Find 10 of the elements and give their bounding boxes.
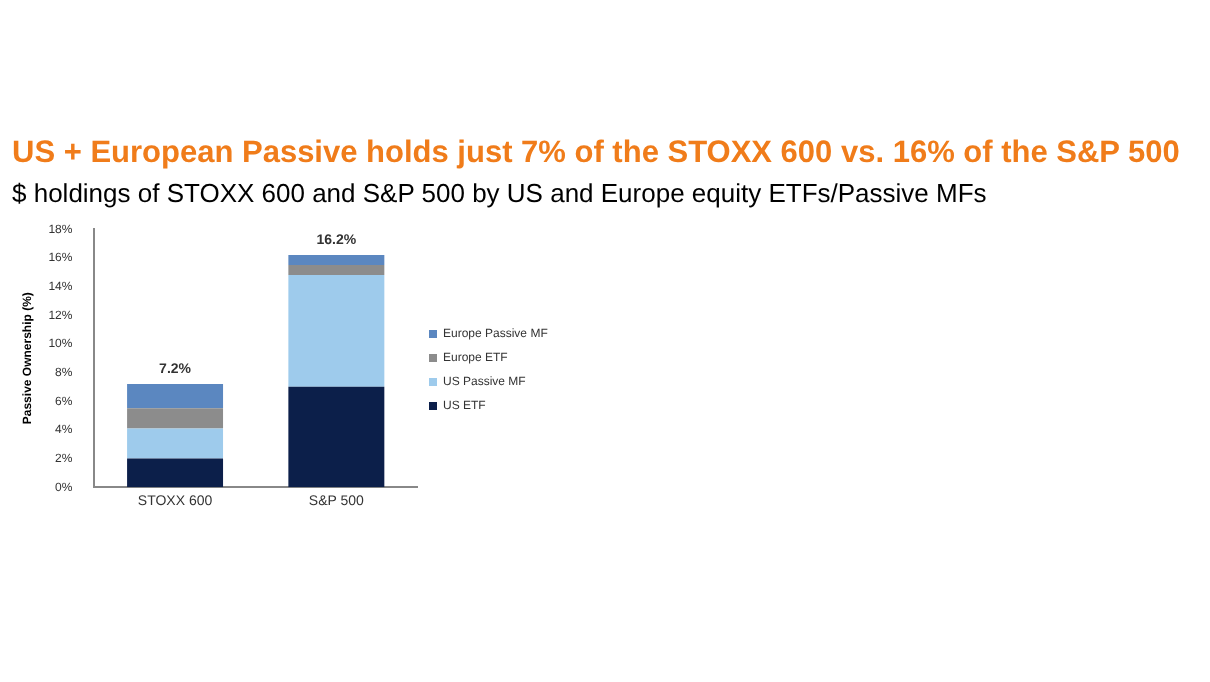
bar <box>288 275 385 387</box>
bar <box>127 384 224 409</box>
bar <box>288 255 385 266</box>
bar <box>288 265 385 276</box>
bar <box>127 428 224 459</box>
bar <box>127 408 224 429</box>
text: $ holdings of STOXX 600 and S&P 500 by US and Europe equity ETFs/Passive MFs <box>12 178 987 208</box>
bar <box>127 458 224 488</box>
text: US + European Passive holds just 7% of the STOXX 600 vs. 16% of the S&P 500 <box>12 136 1180 172</box>
bar <box>288 386 385 488</box>
